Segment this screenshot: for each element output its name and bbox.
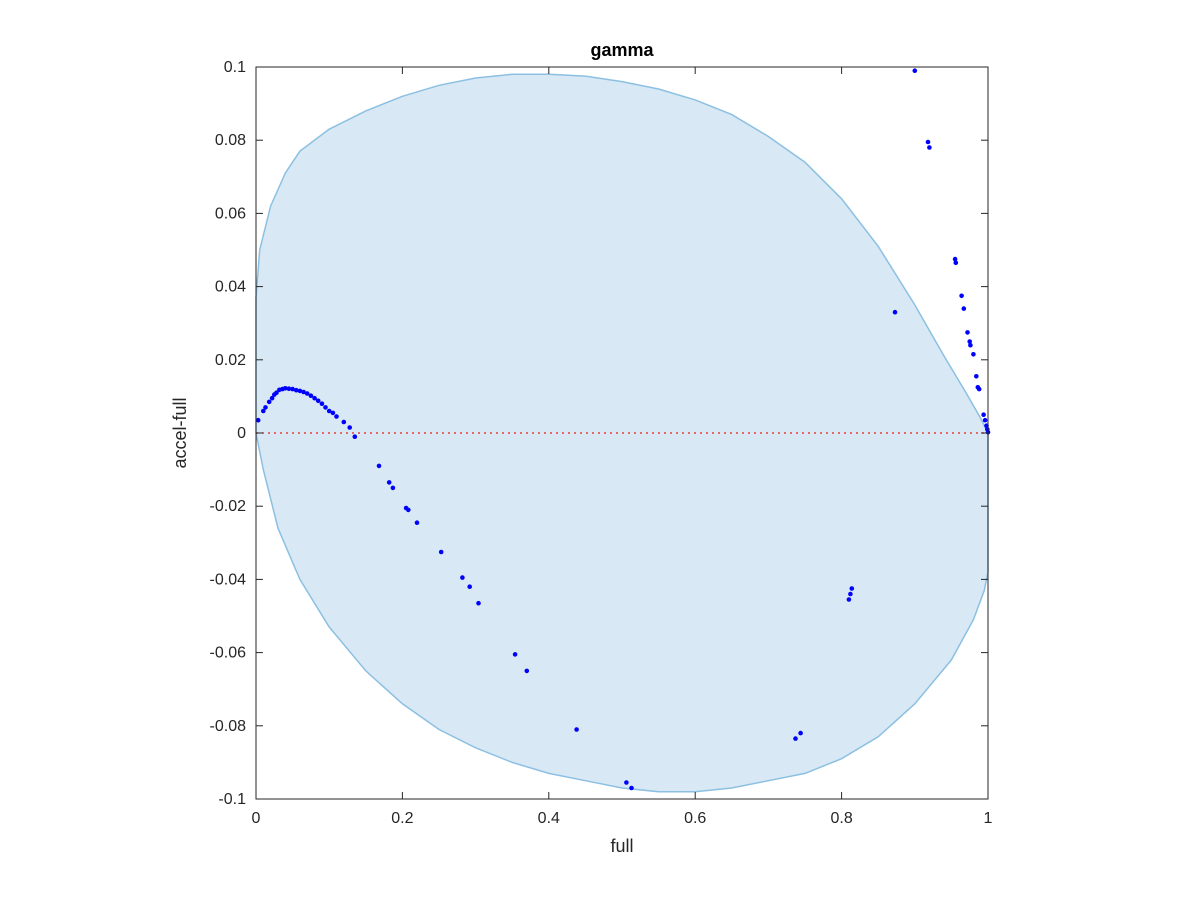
data-point-0-22 <box>330 410 336 416</box>
data-point-0-15 <box>304 391 310 396</box>
y-tick-label: 0 <box>237 425 246 442</box>
data-point-0-41 <box>629 785 634 791</box>
data-point-0-63 <box>982 417 988 423</box>
data-point-0-52 <box>953 260 959 266</box>
data-point-0-55 <box>965 330 970 335</box>
data-point-0-25 <box>347 425 353 430</box>
data-point-0-53 <box>959 293 964 299</box>
data-point-0-34 <box>460 575 465 580</box>
data-point-0-54 <box>961 306 967 311</box>
data-point-0-43 <box>798 730 803 736</box>
x-tick-label: 0.2 <box>391 810 413 827</box>
data-point-0-42 <box>793 736 798 741</box>
data-point-0-32 <box>414 520 420 525</box>
data-point-0-24 <box>341 419 347 425</box>
y-tick-label: 0.08 <box>215 132 246 149</box>
data-point-0-58 <box>971 352 976 357</box>
data-point-0-51 <box>952 256 958 262</box>
data-point-0-59 <box>974 374 979 379</box>
x-tick-label: 0 <box>252 810 261 827</box>
data-point-0-45 <box>848 591 853 597</box>
data-point-0-16 <box>308 393 314 399</box>
data-point-0-20 <box>323 405 328 410</box>
data-point-0-40 <box>624 780 629 785</box>
data-point-0-9 <box>283 386 288 391</box>
data-point-0-4 <box>269 395 275 401</box>
y-tick-label: 0.1 <box>224 59 246 76</box>
data-point-0-11 <box>290 386 295 392</box>
data-point-0-44 <box>846 597 852 602</box>
x-axis: 0 0.2 0.4 0.6 0.8 1 <box>252 67 993 827</box>
data-point-0-3 <box>266 399 272 405</box>
data-point-0-23 <box>334 414 339 419</box>
data-point-0-57 <box>968 342 973 348</box>
data-point-0-14 <box>301 389 306 395</box>
data-point-0-17 <box>312 395 317 401</box>
data-point-0-38 <box>524 668 530 674</box>
data-point-0-48 <box>912 68 918 73</box>
data-point-0-36 <box>476 600 481 606</box>
data-point-0-10 <box>286 386 292 392</box>
x-tick-label: 0.6 <box>684 810 706 827</box>
data-point-0-49 <box>925 139 931 145</box>
data-point-0-21 <box>326 408 332 414</box>
x-tick-label: 0.8 <box>830 810 852 827</box>
data-point-0-61 <box>976 386 982 392</box>
data-point-0-26 <box>352 434 358 440</box>
y-tick-label: -0.08 <box>210 718 247 735</box>
data-point-0-56 <box>967 339 972 344</box>
data-point-0-62 <box>981 412 986 418</box>
y-tick-label: 0.04 <box>215 279 246 296</box>
data-point-0-50 <box>927 145 932 150</box>
data-point-0-33 <box>438 549 444 555</box>
y-tick-label: -0.1 <box>218 791 246 808</box>
data-point-0-2 <box>263 405 268 410</box>
data-point-0-47 <box>892 309 898 315</box>
x-axis-label: full <box>610 836 633 856</box>
y-axis: -0.1 -0.08 -0.06 -0.04 -0.02 0 0.02 0.04 0.06 0.0… <box>210 59 988 808</box>
data-point-0-6 <box>274 390 279 396</box>
data-point-0-18 <box>315 398 321 404</box>
data-point-0-39 <box>574 727 579 732</box>
data-point-0-46 <box>849 586 855 591</box>
y-tick-label: -0.04 <box>210 571 247 588</box>
data-point-0-12 <box>294 387 299 393</box>
data-point-0-0 <box>255 417 261 423</box>
data-point-0-13 <box>297 388 303 394</box>
data-point-0-37 <box>512 652 518 657</box>
y-tick-label: -0.02 <box>210 498 247 515</box>
data-point-0-19 <box>319 401 325 407</box>
data-point-0-29 <box>390 485 396 491</box>
data-point-0-27 <box>376 463 382 469</box>
points-layer <box>255 68 991 791</box>
data-point-0-31 <box>406 507 411 513</box>
x-tick-label: 1 <box>984 810 993 827</box>
data-point-0-35 <box>467 584 473 589</box>
x-tick-label: 0.4 <box>538 810 560 827</box>
y-tick-label: 0.06 <box>215 205 246 222</box>
chart-title: gamma <box>590 40 654 60</box>
data-point-0-1 <box>261 408 266 414</box>
y-tick-label: -0.06 <box>210 645 247 662</box>
y-tick-label: 0.02 <box>215 352 246 369</box>
y-axis-label: accel-full <box>170 397 190 468</box>
data-point-0-28 <box>386 480 392 485</box>
